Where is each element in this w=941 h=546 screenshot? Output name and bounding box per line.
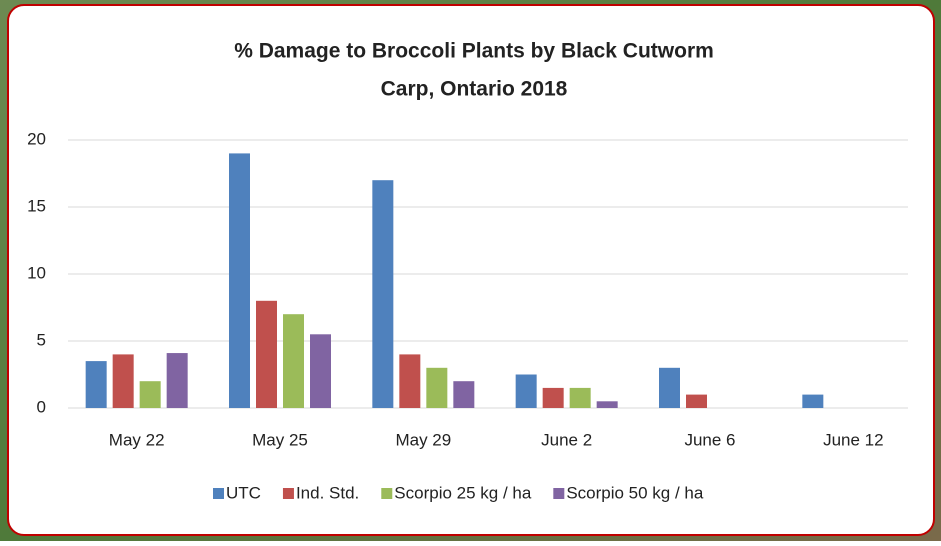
legend-swatch (381, 488, 393, 499)
x-tick-label: June 12 (823, 430, 884, 449)
x-tick-label: May 25 (252, 430, 308, 449)
bar (426, 367, 448, 408)
chart-title: % Damage to Broccoli Plants by Black Cut… (234, 40, 714, 63)
bar (515, 374, 537, 408)
bar (453, 381, 475, 408)
y-tick-label: 20 (27, 129, 46, 148)
legend-label: UTC (226, 483, 261, 502)
legend-label: Scorpio 25 kg / ha (394, 483, 532, 502)
bar (542, 387, 564, 408)
y-tick-label: 5 (37, 330, 46, 349)
x-tick-label: June 6 (684, 430, 735, 449)
legend-swatch (213, 488, 224, 499)
bar (256, 300, 277, 408)
chart-subtitle: Carp, Ontario 2018 (381, 78, 568, 101)
x-tick-label: May 22 (109, 430, 165, 449)
y-tick-label: 0 (37, 397, 46, 416)
bar (802, 394, 824, 408)
x-tick-label: May 29 (395, 430, 451, 449)
legend-label: Ind. Std. (296, 483, 359, 502)
bar (659, 367, 680, 408)
bar (85, 361, 107, 408)
bar (139, 381, 161, 408)
bar (399, 354, 421, 408)
bar (372, 180, 394, 408)
y-tick-label: 15 (27, 196, 46, 215)
y-tick-label: 10 (27, 263, 46, 282)
bar (310, 334, 331, 408)
bar (166, 353, 188, 408)
bar (229, 153, 250, 408)
bar (569, 387, 591, 408)
bar (283, 314, 304, 408)
legend-swatch (282, 488, 294, 499)
bar (596, 401, 618, 408)
legend-swatch (553, 488, 565, 499)
bar (686, 394, 707, 408)
x-tick-label: June 2 (541, 430, 592, 449)
legend-label: Scorpio 50 kg / ha (566, 483, 704, 502)
bar (112, 354, 134, 408)
